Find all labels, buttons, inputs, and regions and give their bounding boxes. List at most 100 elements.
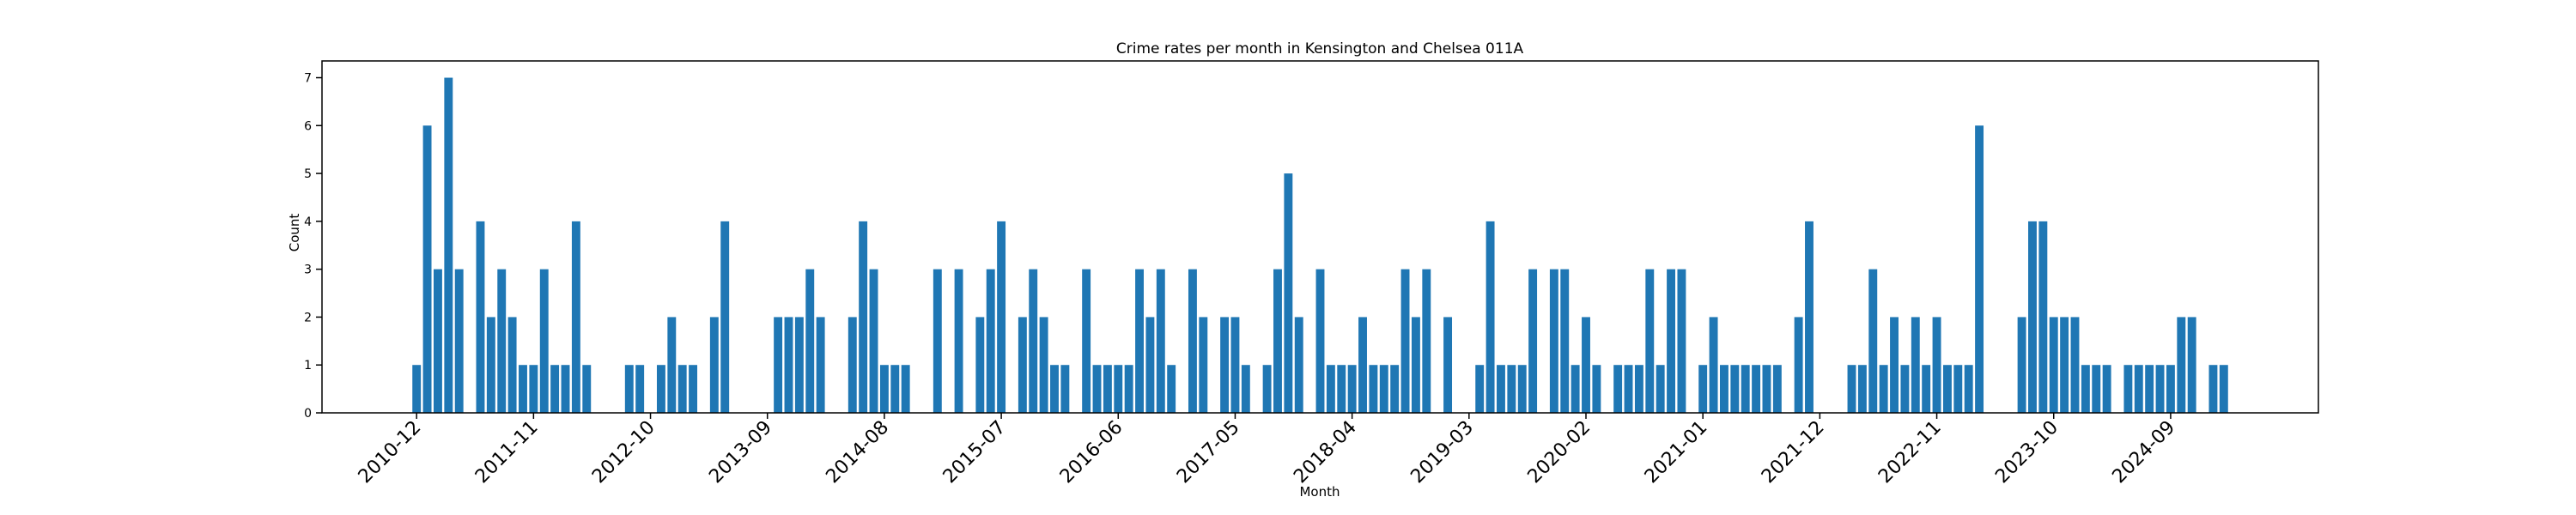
bar (1942, 365, 1952, 413)
bar (1167, 365, 1176, 413)
x-tick-label: 2023-10 (1991, 417, 2063, 488)
bar (1018, 317, 1027, 413)
bar (1772, 365, 1782, 413)
bar (1582, 317, 1590, 413)
bar (433, 269, 442, 413)
bar (1507, 365, 1516, 413)
bar (901, 365, 910, 413)
bar (2123, 365, 2133, 413)
bar (1411, 317, 1420, 413)
bar (476, 221, 485, 413)
bar (2017, 317, 2026, 413)
bar (1400, 269, 1410, 413)
bar (1794, 317, 1803, 413)
bar (1156, 269, 1165, 413)
x-tick-label: 2017-05 (1173, 417, 1244, 488)
bar (805, 269, 815, 413)
bar (1571, 365, 1580, 413)
bar (1294, 317, 1303, 413)
bar (497, 269, 507, 413)
x-tick-label: 2015-07 (939, 417, 1011, 488)
x-tick-label: 2012-10 (588, 417, 659, 488)
bar (1379, 365, 1388, 413)
x-tick-label: 2024-09 (2108, 417, 2179, 488)
bar (1517, 365, 1527, 413)
bar (1422, 269, 1431, 413)
bar (859, 221, 868, 413)
y-tick-label: 5 (304, 167, 312, 181)
bar (2070, 317, 2080, 413)
bar (624, 365, 634, 413)
bar (709, 317, 719, 413)
y-tick-label: 1 (304, 359, 312, 373)
bar (1560, 269, 1570, 413)
bar (1347, 365, 1357, 413)
x-tick-label: 2013-09 (705, 417, 776, 488)
bar (1114, 365, 1123, 413)
bar (1667, 269, 1675, 413)
bar (667, 317, 677, 413)
x-tick-label: 2014-08 (822, 417, 893, 488)
bar (1634, 365, 1643, 413)
bar (1029, 269, 1038, 413)
bar (422, 125, 432, 413)
bar (997, 221, 1006, 413)
bar (2155, 365, 2165, 413)
bar (1241, 365, 1250, 413)
bar (2166, 365, 2175, 413)
x-tick-label: 2021-01 (1641, 417, 1712, 488)
x-tick-label: 2016-06 (1056, 417, 1127, 488)
bar (1230, 317, 1240, 413)
bar (1528, 269, 1538, 413)
bar (454, 269, 464, 413)
y-axis-label: Count (287, 214, 302, 252)
x-tick-label: 2022-11 (1874, 417, 1946, 488)
bar (1857, 365, 1867, 413)
bar (1050, 365, 1059, 413)
bar (816, 317, 825, 413)
bar (1443, 317, 1453, 413)
bar (1315, 269, 1325, 413)
y-tick-label: 0 (304, 407, 312, 421)
bar (2187, 317, 2196, 413)
bar (1868, 269, 1878, 413)
bar (1390, 365, 1400, 413)
bar (1677, 269, 1686, 413)
bar (1975, 125, 1984, 413)
y-tick-label: 3 (304, 264, 312, 277)
bar (720, 221, 730, 413)
bar (2177, 317, 2186, 413)
bar (1656, 365, 1665, 413)
bar (784, 317, 793, 413)
y-tick-label: 4 (304, 215, 312, 229)
bar (561, 365, 570, 413)
bar (1124, 365, 1133, 413)
bar (1273, 269, 1282, 413)
bar (1135, 269, 1144, 413)
bar (1645, 269, 1655, 413)
bar (869, 269, 878, 413)
bar (1199, 317, 1208, 413)
bar (1709, 317, 1718, 413)
chart-title: Crime rates per month in Kensington and … (1116, 40, 1524, 58)
bar (2102, 365, 2111, 413)
bar (1752, 365, 1761, 413)
x-tick-label: 2011-11 (471, 417, 543, 488)
bar (444, 77, 453, 414)
bar (1879, 365, 1888, 413)
bar (2208, 365, 2218, 413)
bar (486, 317, 495, 413)
bar (1092, 365, 1102, 413)
bar (933, 269, 942, 413)
bar (774, 317, 783, 413)
bar (1497, 365, 1505, 413)
bar (1592, 365, 1601, 413)
bar (1900, 365, 1910, 413)
bar (689, 365, 698, 413)
bar (1103, 365, 1112, 413)
bar (635, 365, 645, 413)
bar (1145, 317, 1155, 413)
bar (1719, 365, 1728, 413)
bar (2219, 365, 2228, 413)
